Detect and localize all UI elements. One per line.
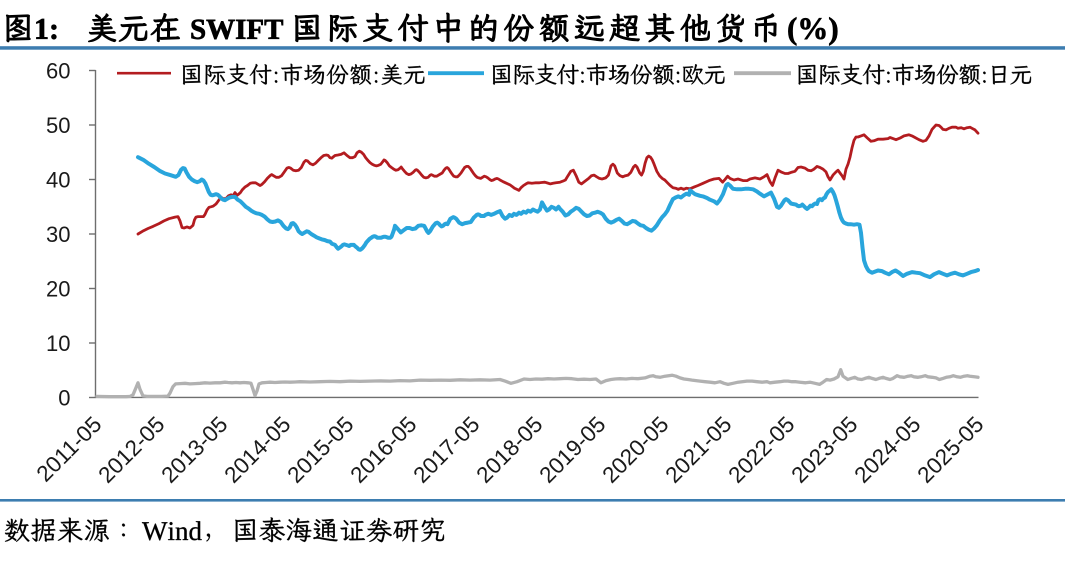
- svg-text:10: 10: [46, 331, 70, 356]
- svg-text:0: 0: [58, 385, 70, 410]
- svg-text:40: 40: [46, 167, 70, 192]
- svg-text:50: 50: [46, 113, 70, 138]
- svg-text:30: 30: [46, 222, 70, 247]
- svg-text:20: 20: [46, 276, 70, 301]
- svg-text:60: 60: [46, 58, 70, 83]
